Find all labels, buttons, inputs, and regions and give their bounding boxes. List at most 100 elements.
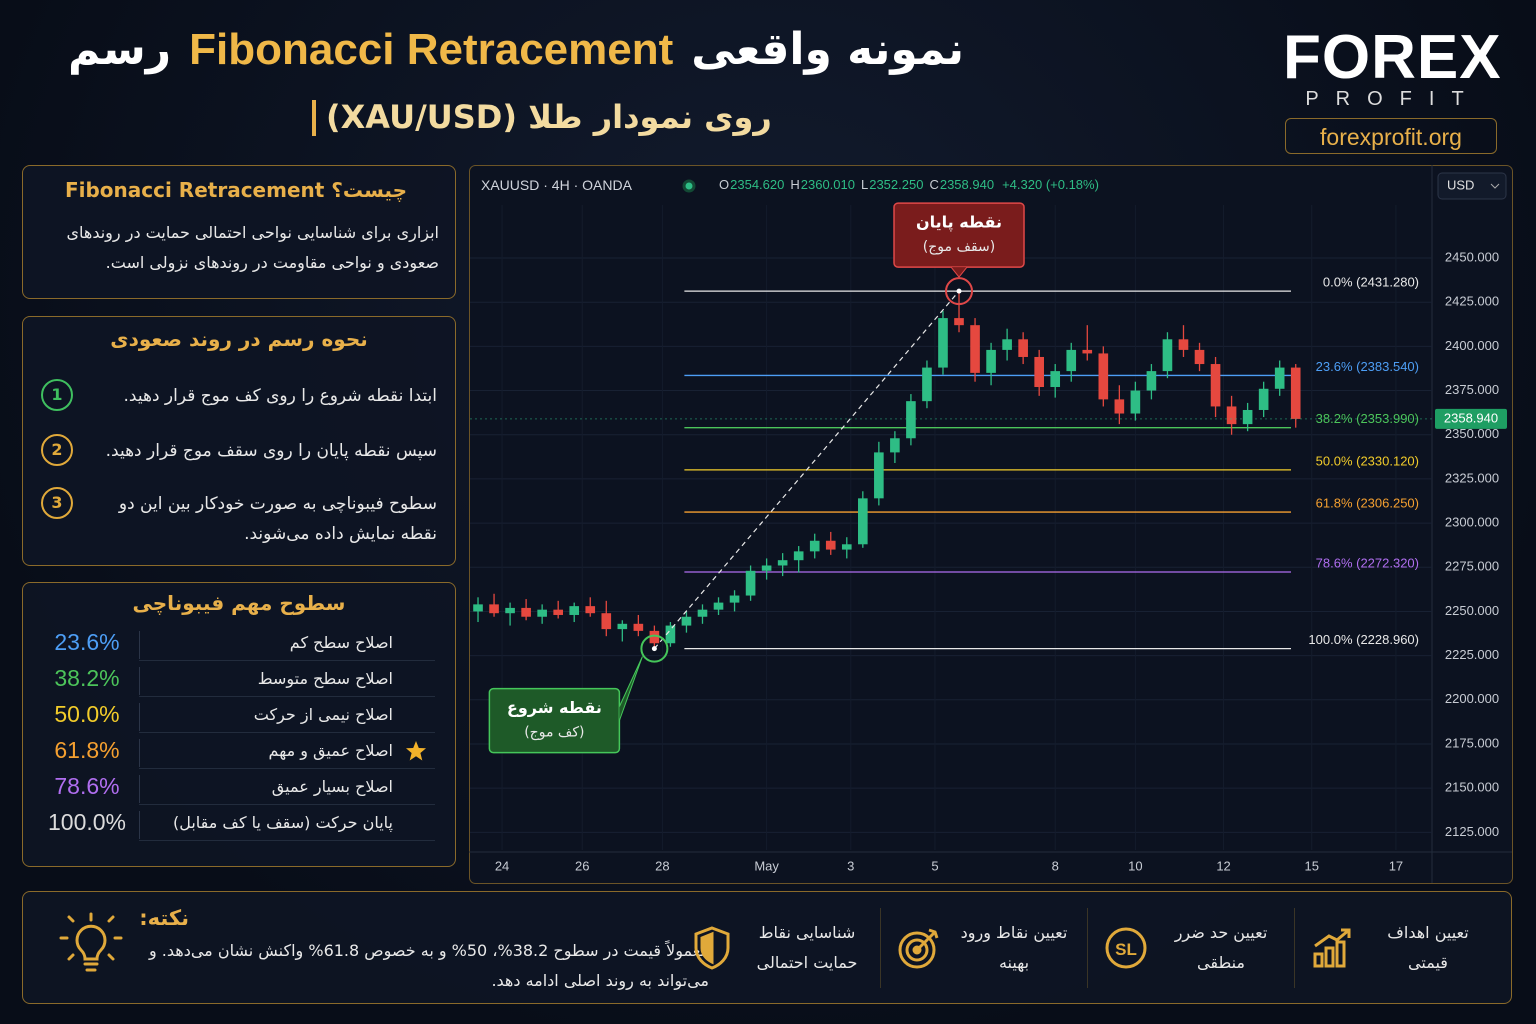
x-tick-label: 8 [1052,858,1059,873]
candle-body [489,604,499,614]
title-row: رسم Fibonacci Retracement نمونه واقعی [68,24,964,75]
candle-body [713,602,724,610]
icon-part [1324,946,1335,968]
fib-label: 61.8% (2306.250) [1316,495,1419,510]
candle-body [1050,371,1061,388]
features: تعیین اهداف قیمتی تعیین حد ضرر منطقی SL تعی… [694,908,1501,988]
candle-body [617,623,628,630]
x-tick-label: 17 [1389,858,1403,873]
last-price-label: 2358.940 [1444,410,1498,425]
level-divider [139,667,140,695]
annotation-marker [945,277,974,306]
x-tick-label: 3 [847,858,854,873]
y-tick-label: 2250.000 [1445,603,1499,618]
candle-body [1226,406,1237,425]
y-tick-label: 2175.000 [1445,735,1499,750]
y-tick-label: 2200.000 [1445,691,1499,706]
swing-line [653,290,960,650]
candle-body [1018,339,1028,357]
title-left: رسم [68,24,172,75]
annotation-subtitle: (سقف موج) [923,239,995,255]
icon-part [694,926,730,970]
candle-body [729,595,740,603]
candle-body [1178,339,1189,350]
step-number: 3 [41,487,73,519]
candle-body [1194,349,1205,365]
candle-body [986,349,996,373]
ohlc-key: C [929,177,938,192]
level-value: 78.6% [54,773,120,799]
candle-body [473,604,483,612]
step-text: سپس نقطه پایان را روی سقف موج قرار دهید. [105,441,437,461]
candle-body [809,540,820,552]
candle-body [521,607,531,617]
candle-body [1146,371,1157,391]
level-divider [139,811,140,839]
bulb-icon [59,912,123,972]
level-value: 23.6% [54,629,120,655]
y-tick-label: 2225.000 [1445,647,1499,662]
level-row-line [139,696,435,697]
candle-body [1210,364,1221,407]
chart-frame [469,165,1513,884]
level-divider [139,739,140,767]
x-tick-label: 24 [495,858,509,873]
footer-panel: نکته: معمولاً قیمت در سطوح 38.2%، 50% و … [22,891,1512,1004]
y-tick-label: 2450.000 [1445,249,1499,264]
candle-body [761,565,772,571]
last-price-box [1435,408,1507,429]
symbol-row: XAUUSD · 4H · OANDA [481,177,633,193]
y-tick-label: 2375.000 [1445,382,1499,397]
candle-body [1066,349,1077,372]
candle-body [553,609,563,615]
feature-icon [1313,928,1351,968]
candle-body [938,318,948,368]
candle-body [1098,353,1109,400]
candle-body [874,452,884,499]
level-text: اصلاح سطح کم [289,633,393,652]
candle-body [793,551,804,561]
icon-part [700,931,714,965]
annotation-pointer [618,656,643,721]
y-tick-label: 2300.000 [1445,515,1499,530]
feature-icon [694,926,730,970]
x-tick-label: 12 [1216,858,1230,873]
star-icon [406,741,426,761]
icon-part [1314,928,1350,948]
currency-select[interactable] [1437,172,1507,200]
candle-body [890,438,900,453]
icon-part [1105,927,1147,969]
feature-icon [898,928,939,969]
candle-body [1274,367,1285,389]
ohlc-key: H [790,177,799,192]
y-tick-label: 2125.000 [1445,824,1499,839]
fib-label: 78.6% (2272.320) [1316,555,1419,570]
logo-url[interactable]: forexprofit.org [1285,118,1497,154]
y-tick-label: 2350.000 [1445,426,1499,441]
fib-label: 38.2% (2353.990) [1316,411,1419,426]
candle-body [537,609,547,617]
icon-part [1313,952,1324,968]
level-row-line [139,768,435,769]
fib-label: 100.0% (2228.960) [1308,632,1419,647]
candle-body [505,607,515,614]
annotation-dot [956,288,962,294]
x-tick-label: 26 [575,858,589,873]
ohlc-value: 2354.620 [730,177,784,192]
feature-text: تعیین نقاط ورود بهینه [960,923,1068,972]
level-divider [139,703,140,731]
icon-part [694,926,730,970]
ohlc-value: 2358.940 [940,177,994,192]
logo-tagline: PROFIT [1305,88,1481,110]
icon-part [1335,940,1346,968]
candle-body [1114,399,1125,414]
feature-text: تعیین حد ضرر منطقی [1174,923,1268,972]
level-text: اصلاح نیمی از حرکت [253,705,393,724]
annotation-pointer [950,266,968,278]
annotation-marker [640,634,669,663]
how-to-title: نحوه رسم در روند صعودی [110,327,368,351]
step-text: سطوح فیبوناچی به صورت خودکار بین این دو … [118,494,437,544]
candle-body [954,318,964,326]
change: +4.320 (+0.18%) [1002,177,1099,192]
note-title: نکته: [139,906,189,930]
